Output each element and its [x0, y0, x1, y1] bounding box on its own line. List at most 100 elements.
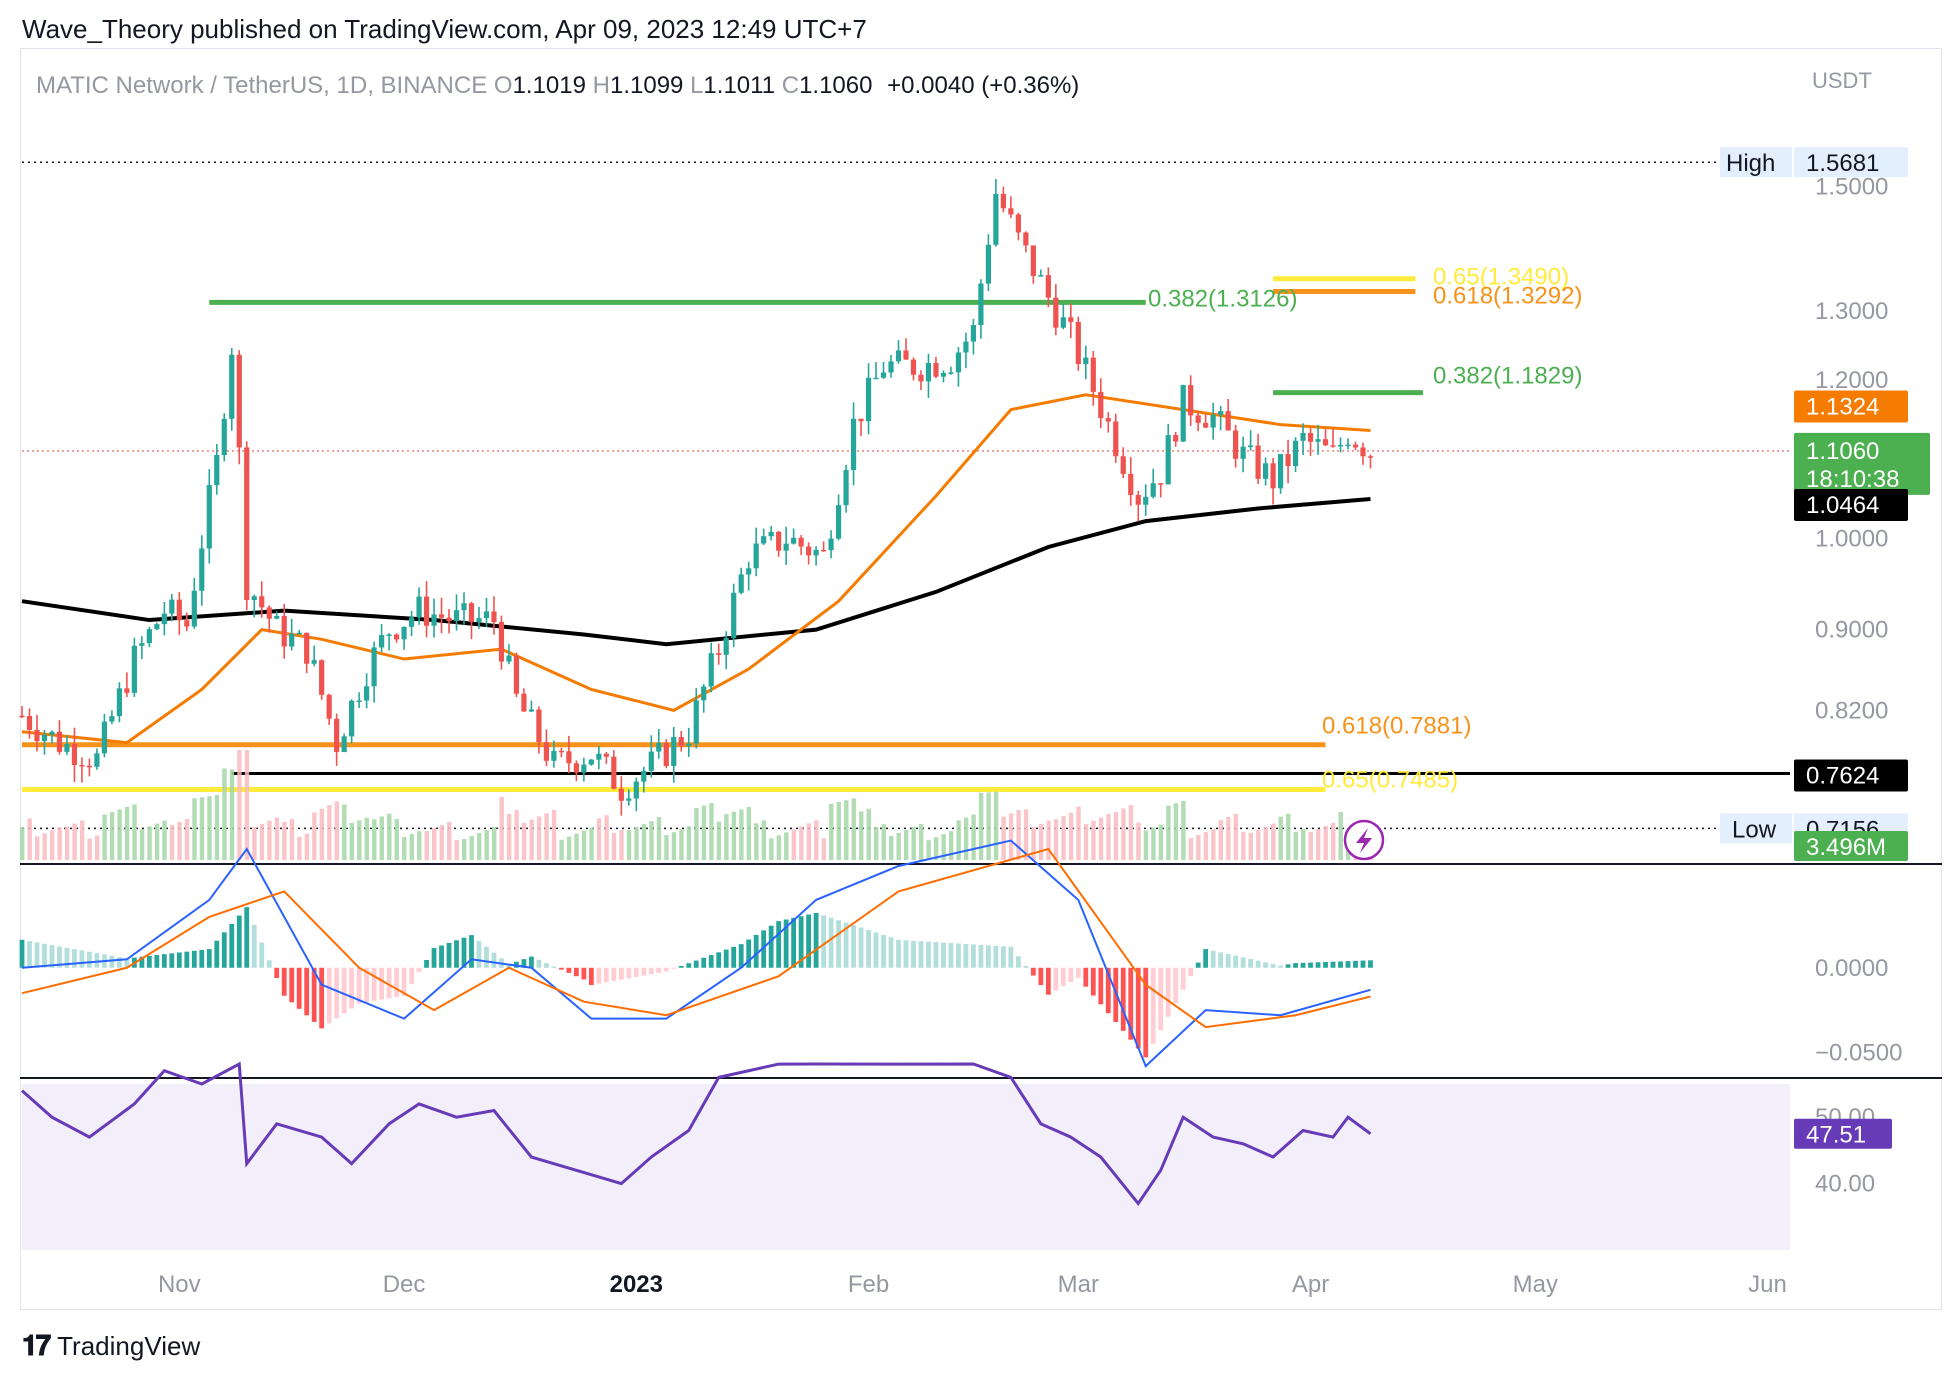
volume-bar — [1241, 831, 1246, 860]
candle-body — [1203, 422, 1209, 428]
candle-body — [791, 537, 797, 544]
candle-body — [71, 743, 78, 766]
ema-short-price-tag-bg — [1794, 390, 1908, 423]
macd-histogram-bar — [753, 934, 759, 968]
macd-histogram-bar — [941, 942, 946, 968]
low-value: 1.1011 — [703, 72, 776, 99]
macd-histogram-bar — [963, 943, 969, 968]
volume-bar — [327, 805, 332, 860]
macd-histogram-bar — [1345, 961, 1351, 968]
candle-body — [753, 543, 759, 569]
time-axis-label: 2023 — [610, 1271, 663, 1298]
candle-body — [1315, 439, 1321, 442]
macd-histogram-bar — [1330, 961, 1336, 968]
candle-body — [536, 709, 542, 743]
macd-histogram-bar — [791, 917, 797, 968]
macd-histogram-bar — [251, 924, 257, 968]
candle-body — [438, 614, 445, 618]
candle-body — [468, 603, 475, 623]
currency-label[interactable]: USDT — [1812, 68, 1872, 93]
candle-body — [641, 770, 647, 782]
macd-histogram-bar — [1165, 967, 1171, 1017]
volume-bar — [124, 806, 130, 860]
macd-histogram-bar — [911, 940, 916, 968]
macd-histogram-bar — [843, 922, 849, 968]
volume-bar — [896, 833, 901, 860]
macd-histogram-bar — [1120, 967, 1126, 1031]
volume-value-text: 3.496M — [1806, 834, 1886, 861]
macd-histogram-bar — [918, 941, 924, 968]
volume-bar — [372, 819, 377, 860]
volume-bar — [64, 826, 70, 860]
candle-body — [513, 655, 520, 694]
symbol-name[interactable]: MATIC Network / TetherUS, 1D, BINANCE — [36, 72, 488, 99]
volume-bar — [34, 836, 40, 860]
macd-histogram-bar — [356, 967, 362, 1004]
current-price-bg — [1794, 432, 1930, 495]
volume-bar — [559, 839, 564, 860]
ema-long-price-tag-bg — [1794, 488, 1908, 521]
candle-body — [1262, 463, 1269, 479]
macd-histogram-bar — [214, 940, 220, 968]
macd-histogram-bar — [611, 967, 617, 981]
macd-histogram-bar — [821, 915, 826, 968]
candle-body — [858, 418, 864, 422]
macd-histogram-bar — [881, 934, 886, 968]
change-value: +0.0040 (+0.36%) — [887, 72, 1080, 99]
macd-histogram-bar — [588, 967, 594, 986]
volume-bar — [424, 831, 429, 860]
volume-bar — [1091, 820, 1096, 860]
volume-bar — [79, 820, 85, 860]
volume-bar — [147, 826, 152, 860]
footer-brand[interactable]: 𝟏𝟕 TradingView — [22, 1330, 200, 1363]
volume-bar — [529, 819, 534, 860]
volume-bar — [214, 794, 220, 860]
ema-short-price-tag: 1.1324 — [1794, 390, 1908, 423]
rsi-value-bg — [1794, 1118, 1892, 1149]
candle-body — [498, 621, 505, 662]
macd-histogram-bar — [176, 952, 182, 968]
macd-histogram-bar — [1240, 957, 1246, 968]
macd-histogram-bar — [1225, 954, 1231, 968]
candle-body — [311, 660, 317, 664]
time-axis-label: Nov — [158, 1271, 201, 1298]
rsi-band — [22, 1084, 1790, 1250]
macd-histogram-bar — [1368, 960, 1373, 968]
volume-bar — [1233, 813, 1239, 860]
macd-histogram-bar — [723, 949, 729, 968]
candle-body — [813, 549, 819, 556]
candle-body — [948, 372, 954, 374]
macd-histogram-bar — [161, 954, 167, 968]
macd-histogram-bar — [87, 951, 92, 968]
candle-body — [1053, 297, 1059, 328]
macd-histogram-bar — [236, 915, 242, 968]
volume-bar — [664, 835, 669, 860]
macd-histogram-bar — [971, 944, 976, 968]
macd-histogram-bar — [1143, 967, 1149, 1058]
brand-name: TradingView — [57, 1331, 201, 1361]
close-value: 1.1060 — [799, 72, 873, 99]
volume-bar — [506, 813, 512, 860]
volume-bar — [1166, 805, 1171, 860]
volume-bar — [821, 838, 826, 860]
candle-body — [131, 645, 137, 693]
close-label: C — [781, 72, 800, 99]
macd-histogram-bar — [491, 952, 497, 968]
candle-body — [798, 537, 804, 547]
time-axis-label: Mar — [1058, 1271, 1099, 1298]
high-label: High 1.5681 — [1720, 147, 1908, 178]
volume-bar — [656, 817, 662, 860]
candle-body — [304, 632, 310, 664]
candle-body — [483, 611, 490, 619]
candle-body — [1113, 421, 1119, 457]
volume-bar — [679, 829, 684, 860]
fib-065-upper-label: 0.65(1.3490) — [1433, 264, 1569, 291]
volume-bar — [604, 815, 609, 860]
candle-body — [1075, 321, 1081, 365]
volume-bar — [739, 809, 744, 860]
macd-histogram-bar — [1038, 967, 1044, 986]
candle-body — [266, 607, 272, 619]
macd-histogram-bar — [708, 955, 714, 968]
open-label: O — [493, 72, 513, 99]
